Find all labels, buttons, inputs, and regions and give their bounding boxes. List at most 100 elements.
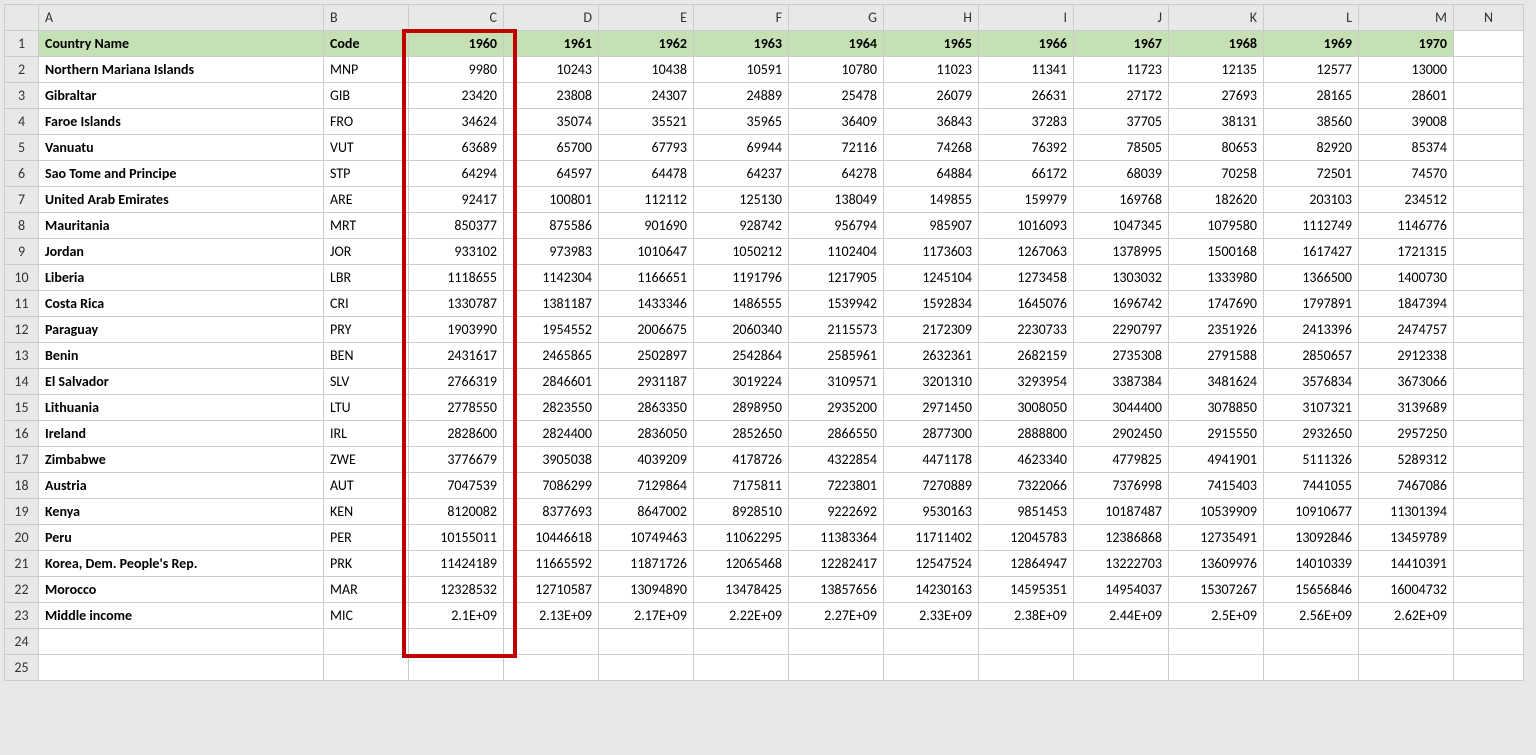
cell-E12[interactable]: 2006675: [599, 317, 694, 343]
cell-N17[interactable]: [1454, 447, 1524, 473]
cell-country-13[interactable]: Benin: [39, 343, 324, 369]
cell-H19[interactable]: 9530163: [884, 499, 979, 525]
cell-F17[interactable]: 4178726: [694, 447, 789, 473]
cell-L21[interactable]: 14010339: [1264, 551, 1359, 577]
cell-F21[interactable]: 12065468: [694, 551, 789, 577]
cell-G25[interactable]: [789, 655, 884, 681]
row-header-13[interactable]: 13: [5, 343, 39, 369]
cell-F3[interactable]: 24889: [694, 83, 789, 109]
row-header-18[interactable]: 18: [5, 473, 39, 499]
cell-C2[interactable]: 9980: [409, 57, 504, 83]
cell-C15[interactable]: 2778550: [409, 395, 504, 421]
col-header-I[interactable]: I: [979, 5, 1074, 31]
cell-K25[interactable]: [1169, 655, 1264, 681]
cell-code-15[interactable]: LTU: [324, 395, 409, 421]
cell-K8[interactable]: 1079580: [1169, 213, 1264, 239]
cell-C24[interactable]: [409, 629, 504, 655]
cell-G20[interactable]: 11383364: [789, 525, 884, 551]
cell-I5[interactable]: 76392: [979, 135, 1074, 161]
col-header-C[interactable]: C: [409, 5, 504, 31]
cell-F16[interactable]: 2852650: [694, 421, 789, 447]
row-header-5[interactable]: 5: [5, 135, 39, 161]
cell-J24[interactable]: [1074, 629, 1169, 655]
cell-E2[interactable]: 10438: [599, 57, 694, 83]
cell-M9[interactable]: 1721315: [1359, 239, 1454, 265]
cell-J22[interactable]: 14954037: [1074, 577, 1169, 603]
cell-M17[interactable]: 5289312: [1359, 447, 1454, 473]
cell-C19[interactable]: 8120082: [409, 499, 504, 525]
cell-country-10[interactable]: Liberia: [39, 265, 324, 291]
cell-M20[interactable]: 13459789: [1359, 525, 1454, 551]
cell-D18[interactable]: 7086299: [504, 473, 599, 499]
row-header-17[interactable]: 17: [5, 447, 39, 473]
cell-E6[interactable]: 64478: [599, 161, 694, 187]
cell-country-18[interactable]: Austria: [39, 473, 324, 499]
cell-country-17[interactable]: Zimbabwe: [39, 447, 324, 473]
cell-J7[interactable]: 169768: [1074, 187, 1169, 213]
cell-L9[interactable]: 1617427: [1264, 239, 1359, 265]
row-header-6[interactable]: 6: [5, 161, 39, 187]
cell-L10[interactable]: 1366500: [1264, 265, 1359, 291]
cell-F8[interactable]: 928742: [694, 213, 789, 239]
cell-M6[interactable]: 74570: [1359, 161, 1454, 187]
cell-L4[interactable]: 38560: [1264, 109, 1359, 135]
cell-G10[interactable]: 1217905: [789, 265, 884, 291]
cell-H5[interactable]: 74268: [884, 135, 979, 161]
header-year-1969[interactable]: 1969: [1264, 31, 1359, 57]
cell-N12[interactable]: [1454, 317, 1524, 343]
cell-J12[interactable]: 2290797: [1074, 317, 1169, 343]
cell-L16[interactable]: 2932650: [1264, 421, 1359, 447]
row-header-16[interactable]: 16: [5, 421, 39, 447]
cell-D17[interactable]: 3905038: [504, 447, 599, 473]
cell-H11[interactable]: 1592834: [884, 291, 979, 317]
header-year-1970[interactable]: 1970: [1359, 31, 1454, 57]
header-year-1965[interactable]: 1965: [884, 31, 979, 57]
cell-code-18[interactable]: AUT: [324, 473, 409, 499]
cell-code-14[interactable]: SLV: [324, 369, 409, 395]
cell-N25[interactable]: [1454, 655, 1524, 681]
row-header-22[interactable]: 22: [5, 577, 39, 603]
col-header-J[interactable]: J: [1074, 5, 1169, 31]
cell-D14[interactable]: 2846601: [504, 369, 599, 395]
cell-J2[interactable]: 11723: [1074, 57, 1169, 83]
cell-K22[interactable]: 15307267: [1169, 577, 1264, 603]
row-header-21[interactable]: 21: [5, 551, 39, 577]
cell-D16[interactable]: 2824400: [504, 421, 599, 447]
cell-I18[interactable]: 7322066: [979, 473, 1074, 499]
header-year-1963[interactable]: 1963: [694, 31, 789, 57]
cell-H20[interactable]: 11711402: [884, 525, 979, 551]
cell-L6[interactable]: 72501: [1264, 161, 1359, 187]
cell-L8[interactable]: 1112749: [1264, 213, 1359, 239]
cell-I2[interactable]: 11341: [979, 57, 1074, 83]
cell-L15[interactable]: 3107321: [1264, 395, 1359, 421]
cell-H9[interactable]: 1173603: [884, 239, 979, 265]
cell-K2[interactable]: 12135: [1169, 57, 1264, 83]
header-code[interactable]: Code: [324, 31, 409, 57]
cell-I10[interactable]: 1273458: [979, 265, 1074, 291]
cell-J25[interactable]: [1074, 655, 1169, 681]
header-year-1964[interactable]: 1964: [789, 31, 884, 57]
cell-G13[interactable]: 2585961: [789, 343, 884, 369]
cell-code-22[interactable]: MAR: [324, 577, 409, 603]
cell-M25[interactable]: [1359, 655, 1454, 681]
col-header-M[interactable]: M: [1359, 5, 1454, 31]
cell-I14[interactable]: 3293954: [979, 369, 1074, 395]
cell-D23[interactable]: 2.13E+09: [504, 603, 599, 629]
cell-E8[interactable]: 901690: [599, 213, 694, 239]
cell-D20[interactable]: 10446618: [504, 525, 599, 551]
cell-L19[interactable]: 10910677: [1264, 499, 1359, 525]
cell-J17[interactable]: 4779825: [1074, 447, 1169, 473]
col-header-K[interactable]: K: [1169, 5, 1264, 31]
cell-N15[interactable]: [1454, 395, 1524, 421]
row-header-14[interactable]: 14: [5, 369, 39, 395]
cell-K17[interactable]: 4941901: [1169, 447, 1264, 473]
row-header-20[interactable]: 20: [5, 525, 39, 551]
cell-G12[interactable]: 2115573: [789, 317, 884, 343]
col-header-A[interactable]: A: [39, 5, 324, 31]
cell-E17[interactable]: 4039209: [599, 447, 694, 473]
cell-K20[interactable]: 12735491: [1169, 525, 1264, 551]
cell-M15[interactable]: 3139689: [1359, 395, 1454, 421]
cell-E18[interactable]: 7129864: [599, 473, 694, 499]
cell-N7[interactable]: [1454, 187, 1524, 213]
row-header-23[interactable]: 23: [5, 603, 39, 629]
